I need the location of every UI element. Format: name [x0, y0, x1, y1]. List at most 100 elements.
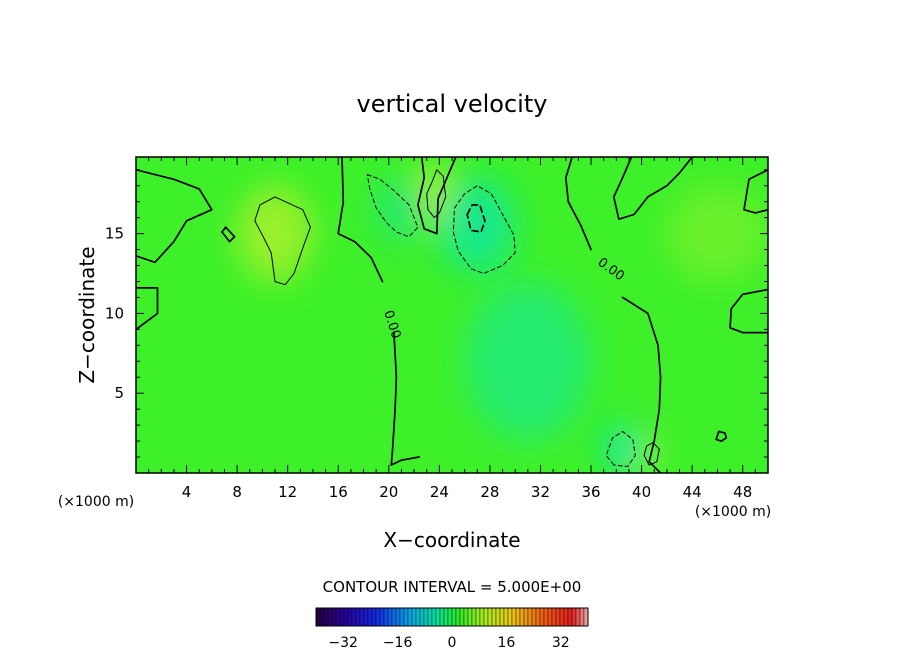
- colorbar-cell: [455, 607, 461, 627]
- contour-line-5: [417, 157, 457, 235]
- contour-line-1: [136, 287, 159, 331]
- colorbar-cell: [367, 607, 373, 627]
- colorbar-cell: [379, 607, 385, 627]
- colorbar-cell: [399, 607, 405, 627]
- colorbar-cell: [499, 607, 505, 627]
- colorbar-cell: [355, 607, 361, 627]
- contour-line-6: [564, 157, 592, 251]
- colorbar-cell: [415, 607, 421, 627]
- colorbar-cell: [495, 607, 501, 627]
- x-tick-label: 48: [733, 483, 752, 501]
- colorbar-cell: [563, 607, 569, 627]
- contour-line-11: [715, 430, 728, 442]
- contour-interval-label: CONTOUR INTERVAL = 5.000E+00: [323, 578, 582, 596]
- colorbar-cell: [363, 607, 369, 627]
- contour-line-9: [743, 168, 768, 214]
- colorbar-cell: [467, 607, 473, 627]
- colorbar-cell: [463, 607, 469, 627]
- colorbar-cell: [487, 607, 493, 627]
- colorbar-cell: [407, 607, 413, 627]
- colorbar-cell: [387, 607, 393, 627]
- contour-line-4: [390, 331, 420, 466]
- colorbar-cell: [539, 607, 545, 627]
- x-tick-label: 36: [581, 483, 600, 501]
- colorbar-tick-label: 32: [552, 635, 570, 651]
- colorbar-cell: [523, 607, 529, 627]
- colorbar-cell: [559, 607, 565, 627]
- shading-blob-3: [666, 185, 768, 282]
- x-unit-right: (×1000 m): [695, 504, 771, 520]
- shading-blob-5: [376, 177, 427, 242]
- colorbar-cell: [459, 607, 465, 627]
- colorbar-cell: [383, 607, 389, 627]
- colorbar-cell: [315, 607, 321, 627]
- colorbar-cell: [579, 607, 585, 627]
- negative-contour-16: [452, 185, 516, 274]
- colorbar-cell: [511, 607, 517, 627]
- chart-title: vertical velocity: [357, 90, 548, 118]
- contour-line-2: [221, 226, 236, 243]
- contour-line-13: [426, 169, 447, 219]
- colorbar-cell: [411, 607, 417, 627]
- x-tick-label: 44: [683, 483, 702, 501]
- colorbar-cell: [491, 607, 497, 627]
- contour-line-8: [612, 157, 694, 221]
- colorbar-cell: [447, 607, 453, 627]
- colorbar-cell: [547, 607, 553, 627]
- colorbar-cell: [479, 607, 485, 627]
- x-tick-label: 4: [182, 483, 192, 501]
- colorbar-cell: [543, 607, 549, 627]
- colorbar-cell: [551, 607, 557, 627]
- x-tick-label: 24: [430, 483, 449, 501]
- x-tick-label: 28: [480, 483, 499, 501]
- negative-contour-17: [466, 204, 486, 233]
- colorbar-cell: [359, 607, 365, 627]
- colorbar-cell: [403, 607, 409, 627]
- colorbar-cell: [423, 607, 429, 627]
- colorbar-frame: [315, 607, 589, 627]
- colorbar-cell: [443, 607, 449, 627]
- colorbar-cell: [323, 607, 329, 627]
- y-axis-label: Z−coordinate: [75, 246, 99, 383]
- colorbar-cell: [583, 607, 589, 627]
- y-tick-label: 5: [114, 384, 124, 402]
- contour-line-12: [254, 196, 311, 286]
- colorbar-cell: [527, 607, 533, 627]
- colorbar-cell: [427, 607, 433, 627]
- x-tick-label: 8: [232, 483, 242, 501]
- plot-area: 0.00 0.00: [135, 156, 769, 474]
- colorbar-cell: [339, 607, 345, 627]
- axis-ticks: [136, 157, 768, 473]
- colorbar-cell: [347, 607, 353, 627]
- colorbar-cells: [315, 607, 589, 627]
- y-tick-label: 15: [105, 225, 124, 243]
- colorbar-cell: [371, 607, 377, 627]
- colorbar-cell: [567, 607, 573, 627]
- colorbar: −32 −16 0 16 32: [315, 607, 589, 651]
- colorbar-cell: [575, 607, 581, 627]
- colorbar-tick-label: −32: [328, 635, 358, 651]
- colorbar-cell: [503, 607, 509, 627]
- negative-contour-18: [605, 431, 636, 468]
- y-tick-label: 10: [105, 304, 124, 322]
- x-tick-label: 20: [379, 483, 398, 501]
- colorbar-cell: [391, 607, 397, 627]
- colorbar-cell: [343, 607, 349, 627]
- colorbar-cell: [331, 607, 337, 627]
- colorbar-cell: [519, 607, 525, 627]
- contour-line-7: [621, 296, 662, 473]
- colorbar-cell: [375, 607, 381, 627]
- contour-line-10: [729, 288, 768, 334]
- colorbar-cell: [335, 607, 341, 627]
- colorbar-cell: [419, 607, 425, 627]
- colorbar-cell: [471, 607, 477, 627]
- colorbar-cell: [431, 607, 437, 627]
- colorbar-cell: [531, 607, 537, 627]
- shading-blob-4: [439, 177, 516, 274]
- colorbar-cell: [483, 607, 489, 627]
- contour-layer: [136, 157, 768, 473]
- shading-blob-6: [603, 425, 642, 473]
- x-unit-left: (×1000 m): [58, 494, 134, 510]
- x-tick-label: 32: [531, 483, 550, 501]
- x-tick-label: 40: [632, 483, 651, 501]
